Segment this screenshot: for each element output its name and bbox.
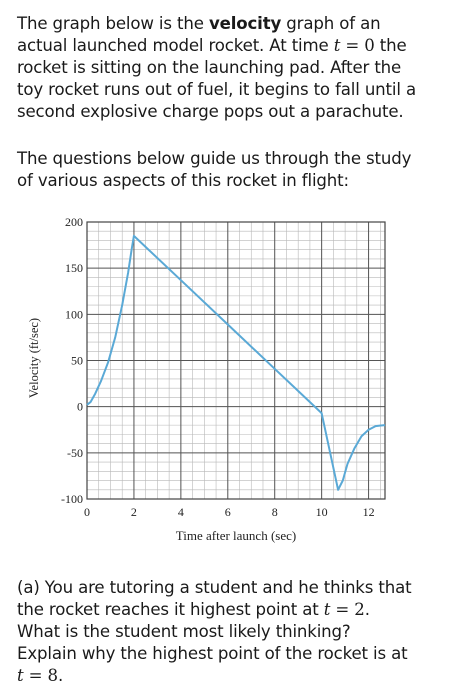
plot-border [86, 221, 386, 500]
y-tick-label: 200 [65, 215, 83, 229]
x-tick-label: 12 [363, 505, 375, 519]
major-grid [86, 221, 386, 500]
math-t: t [333, 36, 341, 55]
velocity-line [86, 234, 386, 491]
guide-line-1: The questions below guide us through the… [17, 149, 412, 168]
intro-line-3: rocket is sitting on the launching pad. … [17, 58, 402, 77]
x-tick-label: 0 [84, 505, 90, 519]
intro-line-2: actual launched model rocket. At time t … [17, 36, 407, 55]
series-group [86, 234, 386, 491]
y-tick-label: -50 [67, 446, 83, 460]
intro-line-5: second explosive charge pops out a parac… [17, 102, 404, 121]
question-line-4: Explain why the highest point of the roc… [17, 644, 408, 663]
intro-paragraph: The graph below is the velocity graph of… [17, 13, 445, 123]
y-tick-label: 0 [77, 400, 83, 414]
intro-line-4: toy rocket runs out of fuel, it begins t… [17, 80, 416, 99]
math-t: t [323, 600, 331, 619]
x-tick-label: 8 [272, 505, 278, 519]
question-line-2: the rocket reaches it highest point at t… [17, 600, 370, 619]
math-eight: 8 [47, 666, 59, 685]
guide-paragraph: The questions below guide us through the… [17, 148, 445, 192]
question-line-1: (a) You are tutoring a student and he th… [17, 578, 412, 597]
x-tick-label: 6 [225, 505, 231, 519]
x-axis-label: Time after launch (sec) [176, 528, 296, 543]
question-a-paragraph: (a) You are tutoring a student and he th… [17, 577, 445, 687]
y-tick-label: 50 [71, 354, 83, 368]
x-tick-label: 2 [131, 505, 137, 519]
question-line-3: What is the student most likely thinking… [17, 622, 351, 641]
x-tick-label: 10 [316, 505, 328, 519]
intro-line-1: The graph below is the velocity graph of… [17, 14, 381, 33]
y-axis-label: Velocity (ft/sec) [27, 318, 41, 398]
y-tick-label: -100 [61, 492, 83, 506]
math-t: t [17, 666, 24, 685]
math-zero: 0 [364, 36, 375, 55]
question-line-5: t = 8. [17, 666, 64, 685]
y-tick-label: 150 [65, 261, 83, 275]
x-tick-label: 4 [178, 505, 184, 519]
math-two: 2 [354, 600, 365, 619]
velocity-emphasis: velocity [208, 14, 282, 33]
y-tick-label: 100 [65, 307, 83, 321]
guide-line-2: of various aspects of this rocket in fli… [17, 171, 349, 190]
